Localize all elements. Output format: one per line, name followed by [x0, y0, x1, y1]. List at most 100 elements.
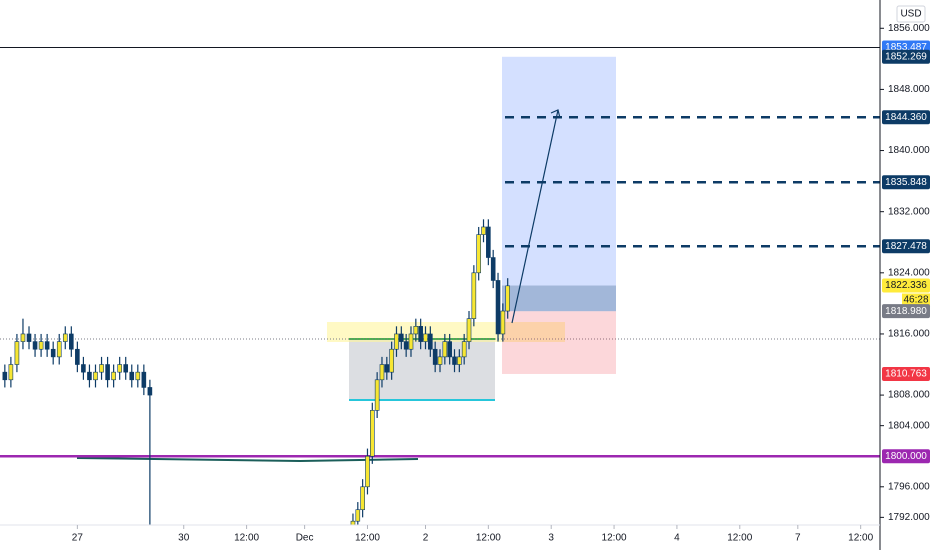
price-badge	[882, 449, 930, 464]
x-tick-label: 12:00	[727, 533, 752, 544]
candle-body	[141, 371, 147, 388]
candle-body	[56, 341, 62, 358]
currency: USD	[900, 9, 921, 20]
candle-body	[105, 364, 110, 381]
candle-body	[466, 318, 472, 342]
countdown: 46:28	[903, 295, 928, 306]
candle-body	[365, 455, 370, 488]
y-tick-label: 1808.000	[888, 390, 930, 401]
candle-body	[87, 371, 92, 381]
x-tick-label: 12:00	[234, 533, 259, 544]
price-badge-label: 1852.269	[885, 51, 927, 62]
currency-box[interactable]	[896, 5, 926, 23]
y-tick-label: 1804.000	[888, 420, 930, 431]
candle-body	[461, 341, 467, 358]
candle-body	[389, 348, 394, 373]
candle-body	[111, 371, 116, 381]
x-tick-label: Dec	[296, 533, 314, 544]
candle-body	[81, 364, 86, 373]
candle-body	[135, 371, 141, 381]
candle-body	[38, 341, 44, 350]
candle-body	[32, 341, 38, 350]
candle-body	[403, 341, 409, 350]
zone	[327, 322, 565, 342]
candle-body	[123, 364, 129, 373]
candle-body	[75, 348, 80, 365]
candle-body	[26, 333, 32, 342]
price-badge	[882, 110, 930, 125]
candle-body	[495, 280, 501, 335]
candle-body	[442, 341, 448, 358]
candle-body	[408, 333, 414, 350]
candle-body	[147, 387, 153, 396]
candle-body	[374, 379, 380, 411]
candle-body	[452, 356, 457, 365]
x-tick-label: 27	[72, 533, 84, 544]
candle-body	[2, 371, 8, 381]
candle-body	[370, 410, 375, 457]
x-tick-label: 12:00	[476, 533, 501, 544]
price-badge	[882, 175, 930, 190]
price-badge-label: 1800.000	[885, 451, 927, 462]
price-badge-label: 1818.980	[885, 306, 927, 317]
stop-zone	[502, 311, 616, 374]
candle-body	[399, 333, 404, 342]
x-tick-label: 30	[178, 533, 190, 544]
candle-body	[350, 520, 356, 525]
price-badge-label: 1827.478	[885, 241, 927, 252]
x-tick-label: 12:00	[848, 533, 873, 544]
candle-body	[486, 226, 491, 258]
price-badge	[882, 304, 930, 319]
candle-body	[99, 364, 104, 373]
x-tick-label: 12:00	[355, 533, 380, 544]
candle-body	[117, 364, 122, 373]
y-tick-label: 1816.000	[888, 329, 930, 340]
candle-body	[432, 348, 438, 365]
price-badge-label: 1844.360	[885, 112, 927, 123]
price-badge	[882, 239, 930, 254]
candle-body	[471, 272, 477, 319]
candle-body	[394, 333, 399, 350]
y-tick-label: 1824.000	[888, 267, 930, 278]
candle-body	[69, 333, 74, 350]
x-tick-label: 4	[674, 533, 680, 544]
price-badge	[882, 366, 930, 381]
candle-body	[62, 333, 68, 342]
y-tick-label: 1832.000	[888, 206, 930, 217]
x-tick-label: 12:00	[602, 533, 627, 544]
trend-line	[76, 457, 419, 463]
candle-body	[457, 356, 462, 365]
candle-body	[20, 333, 26, 342]
countdown-badge	[902, 293, 930, 307]
arrow	[511, 109, 561, 324]
price-badge-label: 1835.848	[885, 177, 927, 188]
y-tick-label: 1856.000	[888, 23, 930, 34]
target-zone	[502, 56, 616, 312]
candle-body	[423, 333, 428, 342]
x-tick-label: 2	[423, 533, 429, 544]
price-badge	[882, 278, 930, 293]
candle-body	[93, 371, 98, 381]
open-pnl	[502, 285, 616, 312]
candle-body	[447, 341, 452, 358]
candle-body	[428, 333, 433, 350]
candle-body	[360, 486, 365, 511]
candle-body	[437, 356, 443, 365]
price-badge	[882, 49, 930, 64]
candle-body	[355, 509, 361, 522]
x-tick-label: 7	[795, 533, 801, 544]
candle-body	[14, 341, 20, 365]
price-badge-label: 1810.763	[885, 369, 927, 380]
candle-body	[490, 257, 496, 281]
candle-body	[129, 371, 135, 381]
candle-body	[505, 285, 510, 312]
y-tick-label: 1840.000	[888, 145, 930, 156]
y-tick-label: 1792.000	[888, 512, 930, 523]
candle-body	[44, 341, 50, 350]
price-badge-label: 1822.336	[885, 280, 927, 291]
candle-body	[476, 234, 481, 274]
candle-body	[413, 326, 419, 335]
